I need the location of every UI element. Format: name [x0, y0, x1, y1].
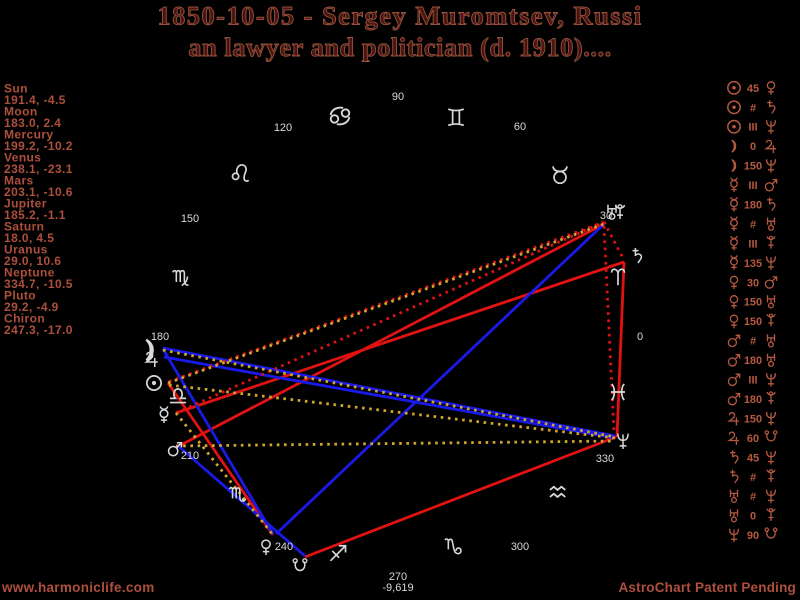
svg-text:1850-10-05 - Sergey Muromtsev,: 1850-10-05 - Sergey Muromtsev, Russi	[157, 1, 642, 31]
svg-text:Chiron: Chiron	[4, 312, 45, 326]
svg-text:#: #	[750, 219, 756, 231]
svg-text:18.0, 4.5: 18.0, 4.5	[4, 231, 54, 245]
svg-text:29.2, -4.9: 29.2, -4.9	[4, 300, 59, 314]
svg-text:www.harmoniclife.com: www.harmoniclife.com	[1, 580, 155, 595]
svg-text:180: 180	[744, 355, 762, 367]
svg-text:0: 0	[750, 141, 756, 153]
svg-text:III: III	[748, 238, 757, 250]
svg-text:#: #	[750, 102, 756, 114]
svg-text:150: 150	[181, 213, 199, 225]
svg-text:330: 330	[596, 453, 614, 465]
svg-text:183.0, 2.4: 183.0, 2.4	[4, 116, 61, 130]
svg-text:210: 210	[181, 450, 199, 462]
svg-text:III: III	[748, 180, 757, 192]
svg-text:180: 180	[744, 200, 762, 212]
svg-text:238.1, -23.1: 238.1, -23.1	[4, 162, 73, 176]
svg-text:0: 0	[637, 331, 643, 343]
svg-text:0: 0	[750, 511, 756, 523]
svg-text:60: 60	[747, 433, 759, 445]
svg-text:270: 270	[389, 571, 407, 583]
svg-text:AstroChart Patent Pending: AstroChart Patent Pending	[618, 580, 796, 595]
svg-text:135: 135	[744, 258, 762, 270]
svg-text:#: #	[750, 336, 756, 348]
svg-text:150: 150	[744, 413, 762, 425]
svg-text:120: 120	[274, 122, 292, 134]
svg-text:180: 180	[151, 331, 169, 343]
svg-text:191.4, -4.5: 191.4, -4.5	[4, 93, 66, 107]
svg-text:150: 150	[744, 161, 762, 173]
svg-text:Uranus: Uranus	[4, 243, 48, 257]
svg-text:247.3, -17.0: 247.3, -17.0	[4, 323, 73, 337]
svg-text:Saturn: Saturn	[4, 220, 44, 234]
svg-text:90: 90	[392, 91, 404, 103]
svg-text:30: 30	[747, 277, 759, 289]
svg-text:#: #	[750, 472, 756, 484]
svg-text:30: 30	[600, 210, 612, 222]
svg-text:203.1, -10.6: 203.1, -10.6	[4, 185, 73, 199]
svg-text:III: III	[748, 122, 757, 134]
svg-text:29.0, 10.6: 29.0, 10.6	[4, 254, 61, 268]
svg-text:150: 150	[744, 316, 762, 328]
svg-text:60: 60	[514, 121, 526, 133]
svg-text:199.2, -10.2: 199.2, -10.2	[4, 139, 73, 153]
svg-text:45: 45	[747, 83, 759, 95]
svg-text:185.2, -1.1: 185.2, -1.1	[4, 208, 66, 222]
svg-text:150: 150	[744, 297, 762, 309]
svg-text:III: III	[748, 375, 757, 387]
svg-text:180: 180	[744, 394, 762, 406]
svg-text:334.7, -10.5: 334.7, -10.5	[4, 277, 73, 291]
svg-text:#: #	[750, 491, 756, 503]
svg-text:Sun: Sun	[4, 82, 28, 96]
svg-text:300: 300	[511, 541, 529, 553]
svg-text:Mars: Mars	[4, 174, 34, 188]
svg-text:Venus: Venus	[4, 151, 41, 165]
svg-text:90: 90	[747, 530, 759, 542]
svg-text:Jupiter: Jupiter	[4, 197, 47, 211]
svg-text:-9,619: -9,619	[382, 582, 413, 594]
svg-text:45: 45	[747, 452, 759, 464]
svg-text:Neptune: Neptune	[4, 266, 55, 280]
svg-text:Pluto: Pluto	[4, 289, 36, 303]
svg-text:240: 240	[275, 541, 293, 553]
svg-text:Mercury: Mercury	[4, 128, 54, 142]
svg-text:Moon: Moon	[4, 105, 38, 119]
svg-text:an lawyer and politician (d. 1: an lawyer and politician (d. 1910)....	[188, 32, 611, 62]
